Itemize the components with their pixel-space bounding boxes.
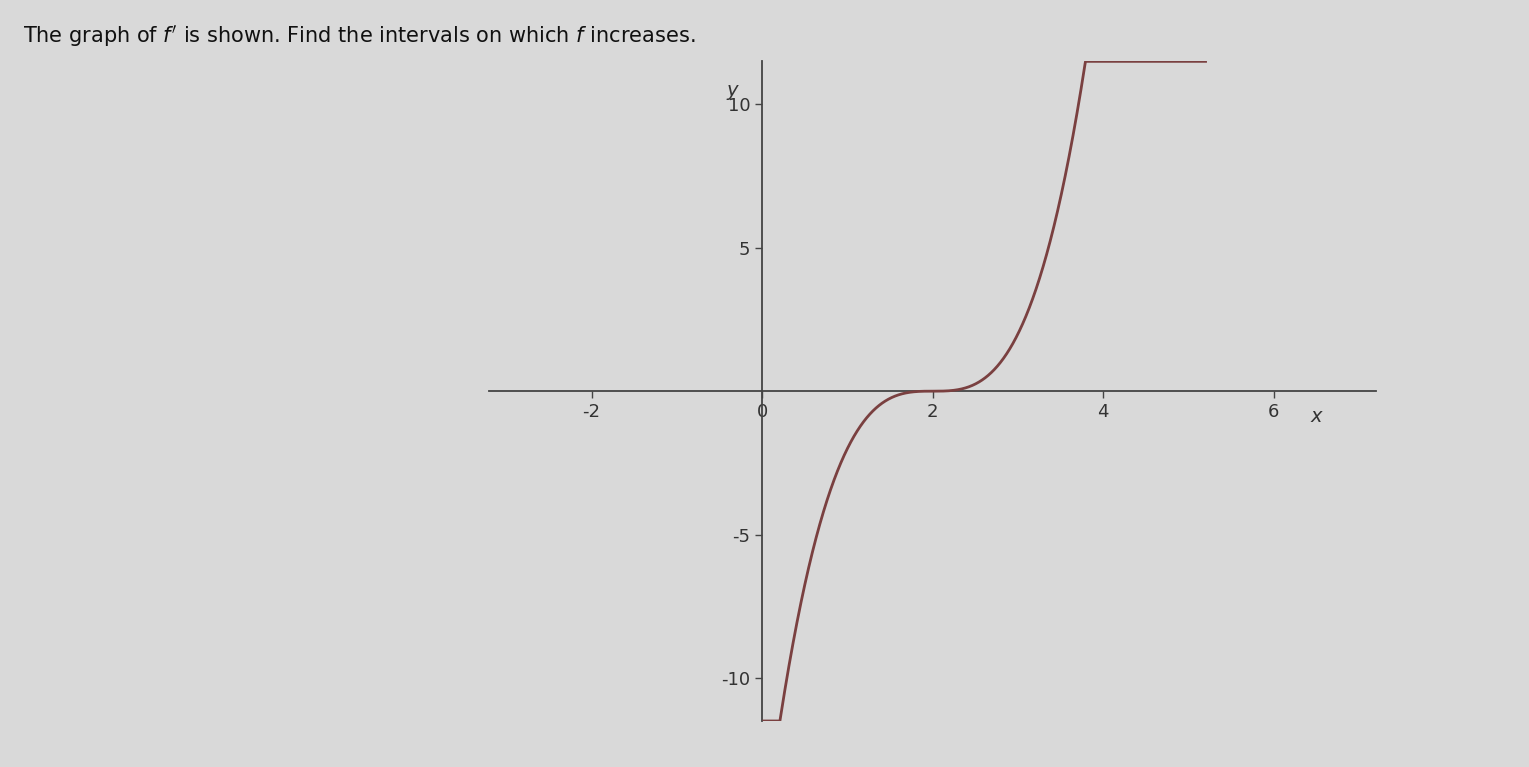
Text: y: y [726,81,739,100]
Text: The graph of $f'$ is shown. Find the intervals on which $f$ increases.: The graph of $f'$ is shown. Find the int… [23,23,696,49]
Text: x: x [1310,407,1323,426]
